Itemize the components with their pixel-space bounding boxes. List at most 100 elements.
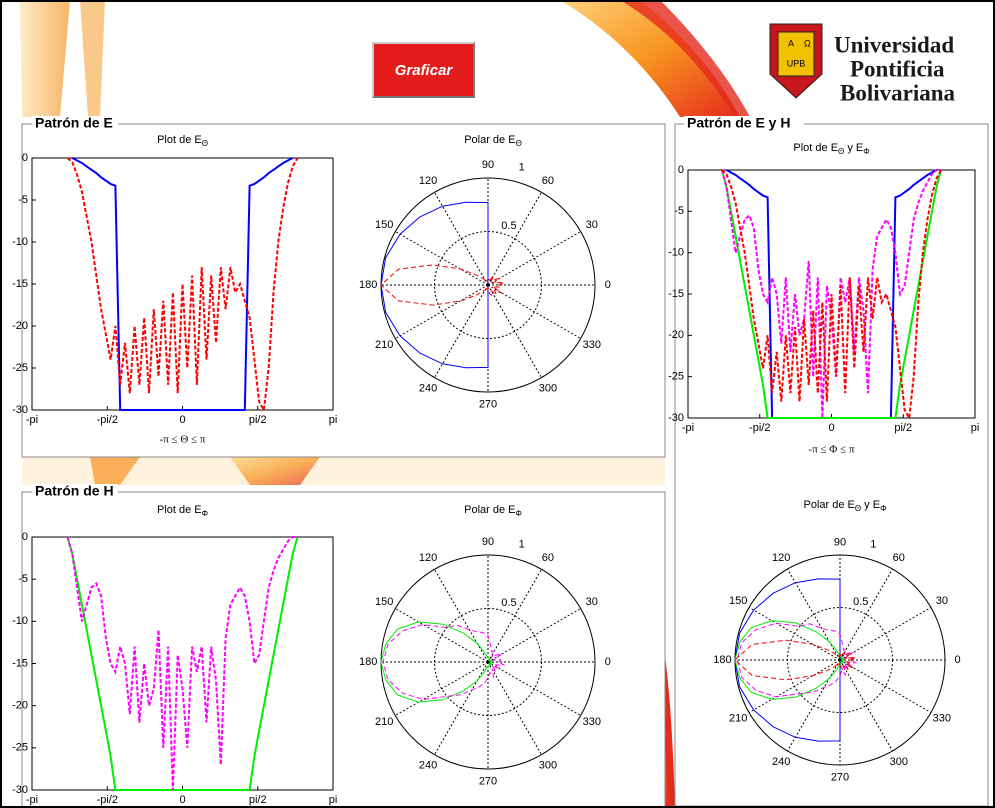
y-tick-label: 0 [678, 164, 684, 176]
angle-label: 120 [772, 552, 790, 564]
angle-label: 30 [586, 219, 598, 231]
y-tick-label: 0 [22, 531, 28, 543]
angle-label: 270 [479, 399, 497, 411]
angle-label: 210 [375, 716, 393, 728]
x-tick-label: pi/2 [249, 414, 267, 426]
angle-label: 0 [605, 656, 611, 668]
angle-label: 330 [583, 339, 601, 351]
angle-label: 0 [605, 279, 611, 291]
x-axis-label: -π ≤ Θ ≤ π [160, 434, 206, 446]
title-text: Plot de E [157, 504, 202, 516]
angle-label: 270 [479, 776, 497, 788]
x-tick-label: -pi [26, 794, 38, 806]
angle-label: 90 [834, 536, 846, 548]
title-subscript: Φ [880, 504, 886, 513]
x-tick-label: pi [329, 414, 338, 426]
angle-label: 60 [542, 175, 554, 187]
title-text: Plot de E [793, 142, 838, 154]
panel-title: Patrón de E [35, 115, 113, 131]
x-tick-label: -pi/2 [97, 794, 118, 806]
x-tick-label: 0 [828, 422, 834, 434]
graficar-button[interactable]: Graficar [372, 42, 475, 98]
title-text: Polar de E [464, 504, 515, 516]
title-subscript: Θ [202, 139, 208, 148]
angle-label: 90 [482, 536, 494, 548]
emblem-text: Ω [804, 38, 811, 48]
y-tick-label: -25 [668, 371, 684, 383]
angle-label: 60 [542, 552, 554, 564]
x-axis-label: -π ≤ Φ ≤ π [809, 444, 855, 456]
angle-label: 300 [539, 760, 557, 772]
y-tick-label: -15 [12, 278, 28, 290]
angle-label: 270 [831, 772, 849, 784]
canvas: Patrón de E Patrón de H Patrón de E y H … [0, 0, 995, 808]
y-tick-label: -20 [12, 320, 28, 332]
y-tick-label: -10 [12, 615, 28, 627]
y-tick-label: -5 [18, 194, 28, 206]
angle-label: 210 [375, 339, 393, 351]
x-tick-label: 0 [179, 794, 185, 806]
y-tick-label: -20 [668, 329, 684, 341]
y-tick-label: -25 [12, 742, 28, 754]
angle-label: 150 [729, 595, 747, 607]
angle-label: 0 [955, 654, 961, 666]
angle-label: 330 [933, 713, 951, 725]
y-tick-label: -5 [674, 205, 684, 217]
title-subscript: Θ [516, 139, 522, 148]
radius-label: 1 [519, 539, 525, 551]
angle-label: 60 [893, 552, 905, 564]
angle-label: 180 [359, 279, 377, 291]
angle-label: 300 [539, 383, 557, 395]
y-tick-label: -10 [668, 247, 684, 259]
panel-title: Patrón de E y H [687, 115, 790, 131]
radius-label: 1 [519, 162, 525, 174]
angle-label: 210 [729, 713, 747, 725]
title-text: Polar de E [804, 499, 855, 511]
x-tick-label: pi/2 [894, 422, 912, 434]
angle-label: 300 [890, 756, 908, 768]
x-tick-label: -pi [26, 414, 38, 426]
x-tick-label: -pi/2 [97, 414, 118, 426]
radius-label: 1 [870, 539, 876, 551]
angle-label: 330 [583, 716, 601, 728]
logo-text: Bolivariana [840, 80, 956, 105]
angle-label: 150 [375, 219, 393, 231]
radius-label: 0.5 [501, 220, 516, 232]
y-tick-label: -20 [12, 700, 28, 712]
angle-label: 30 [586, 596, 598, 608]
x-tick-label: pi [329, 794, 338, 806]
y-tick-label: 0 [22, 152, 28, 164]
emblem-text: UPB [787, 58, 806, 68]
angle-label: 240 [419, 383, 437, 395]
angle-label: 180 [359, 656, 377, 668]
y-tick-label: -15 [12, 657, 28, 669]
title-subscript: Φ [202, 509, 208, 518]
radius-label: 0.5 [853, 596, 868, 608]
panel-title: Patrón de H [35, 483, 114, 499]
angle-label: 120 [419, 552, 437, 564]
axes-box [32, 158, 333, 410]
x-tick-label: 0 [179, 414, 185, 426]
y-tick-label: -15 [668, 288, 684, 300]
y-tick-label: -25 [12, 362, 28, 374]
emblem-text: A [788, 38, 794, 48]
radius-label: 0.5 [501, 597, 516, 609]
angle-label: 240 [419, 760, 437, 772]
logo-text: Pontificia [850, 56, 945, 81]
logo-text: Universidad [834, 32, 954, 57]
title-text: Polar de E [464, 134, 515, 146]
x-tick-label: pi/2 [249, 794, 267, 806]
x-tick-label: -pi [682, 422, 694, 434]
x-tick-label: -pi/2 [749, 422, 770, 434]
angle-label: 240 [772, 756, 790, 768]
title-subscript: Φ [863, 147, 869, 156]
title-text: y E [861, 499, 880, 511]
title-subscript: Φ [515, 509, 521, 518]
title-text: Plot de E [157, 134, 202, 146]
x-tick-label: pi [971, 422, 980, 434]
angle-label: 30 [936, 595, 948, 607]
title-text: y E [844, 142, 863, 154]
y-tick-label: -5 [18, 573, 28, 585]
angle-label: 120 [419, 175, 437, 187]
logo: A Ω UPB Universidad Pontificia Bolivaria… [770, 24, 956, 105]
